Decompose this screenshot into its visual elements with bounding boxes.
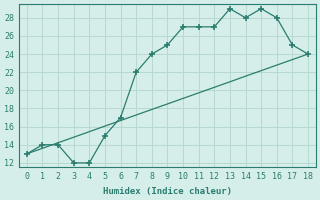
X-axis label: Humidex (Indice chaleur): Humidex (Indice chaleur): [103, 187, 232, 196]
